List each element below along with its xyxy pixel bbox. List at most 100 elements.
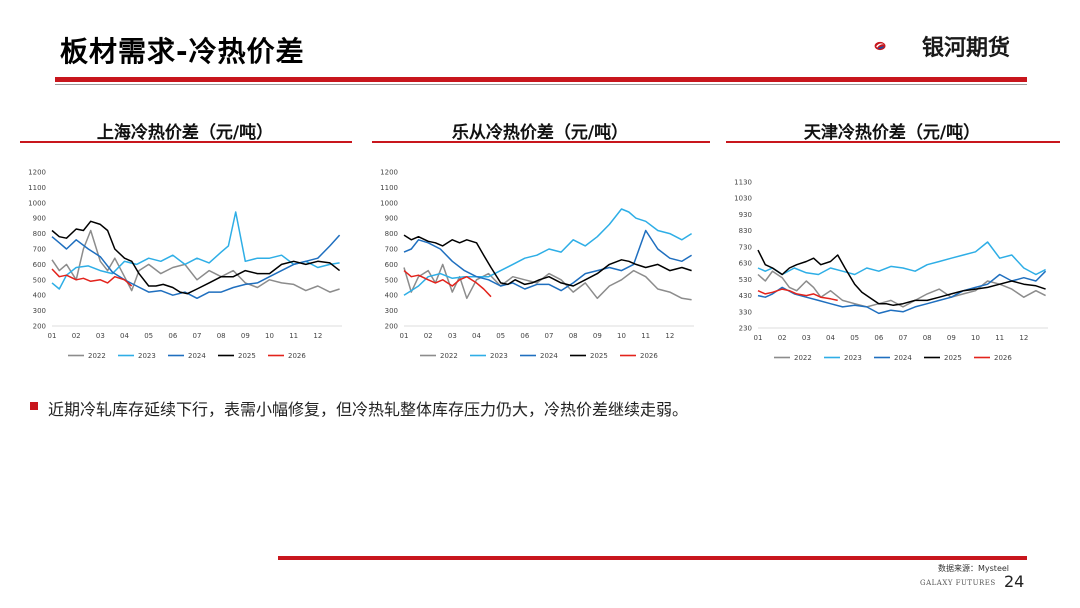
series-line-2023	[403, 208, 693, 296]
legend-label-2022: 2022	[88, 352, 106, 360]
chart-title-shanghai: 上海冷热价差（元/吨）	[96, 123, 274, 143]
legend-label-2023: 2023	[490, 352, 508, 360]
legend-label-2023: 2023	[844, 354, 862, 362]
x-tick-label: 05	[144, 332, 153, 340]
bottom-divider	[278, 556, 1027, 560]
y-tick-label: 800	[385, 230, 398, 238]
series-line-2024	[51, 234, 341, 300]
x-tick-label: 04	[120, 332, 129, 340]
x-tick-label: 08	[569, 332, 578, 340]
y-tick-label: 930	[739, 211, 752, 219]
series-line-2022	[757, 270, 1046, 308]
x-tick-label: 07	[193, 332, 202, 340]
y-tick-label: 500	[33, 276, 46, 284]
y-tick-label: 1000	[380, 199, 398, 207]
x-tick-label: 03	[802, 334, 811, 342]
top-divider-thin	[55, 84, 1027, 85]
x-tick-label: 03	[448, 332, 457, 340]
galaxy-logo-icon	[874, 41, 886, 51]
y-tick-label: 1100	[380, 184, 398, 192]
x-tick-label: 05	[496, 332, 505, 340]
summary-note: 近期冷轧库存延续下行，表需小幅修复，但冷热轧整体库存压力仍大，冷热价差继续走弱。	[48, 400, 689, 419]
y-tick-label: 400	[33, 292, 46, 300]
chart-underline-tianjin	[726, 141, 1060, 143]
x-tick-label: 02	[778, 334, 787, 342]
y-tick-label: 600	[33, 261, 46, 269]
legend-label-2025: 2025	[944, 354, 962, 362]
y-tick-label: 200	[385, 323, 398, 331]
chart-title-lecong: 乐从冷热价差（元/吨）	[451, 123, 629, 143]
x-tick-label: 09	[593, 332, 602, 340]
series-line-2023	[51, 211, 340, 290]
y-tick-label: 600	[385, 261, 398, 269]
x-tick-label: 02	[424, 332, 433, 340]
page-title: 板材需求-冷热价差	[60, 35, 305, 68]
x-tick-label: 09	[947, 334, 956, 342]
galaxy-futures-wordmark: GALAXY FUTURES	[920, 579, 996, 587]
y-tick-label: 300	[385, 307, 398, 315]
brand-name: 银河期货	[922, 36, 1011, 61]
series-line-2023	[757, 241, 1046, 276]
x-tick-label: 05	[850, 334, 859, 342]
legend-label-2025: 2025	[590, 352, 608, 360]
y-tick-label: 200	[33, 323, 46, 331]
y-tick-label: 1200	[380, 169, 398, 177]
x-tick-label: 06	[874, 334, 883, 342]
y-tick-label: 430	[739, 292, 752, 300]
y-tick-label: 500	[385, 276, 398, 284]
y-tick-label: 900	[385, 215, 398, 223]
y-tick-label: 830	[739, 227, 752, 235]
x-tick-label: 09	[241, 332, 250, 340]
x-tick-label: 12	[313, 332, 322, 340]
data-source: 数据来源：Mysteel	[938, 564, 1010, 573]
series-line-2026	[51, 268, 133, 287]
chart-shanghai: 200 300 400 500 600 700 800 900 1000 1100 1200 01 02…	[28, 169, 342, 360]
series-line-2025	[757, 249, 1046, 307]
chart-lecong: 200 300 400 500 600 700 800 900 1000 1100 1200 01 02…	[380, 169, 694, 360]
legend-label-2022: 2022	[794, 354, 812, 362]
series-line-2024	[403, 229, 692, 292]
x-tick-label: 04	[472, 332, 481, 340]
y-tick-label: 800	[33, 230, 46, 238]
x-tick-label: 12	[1019, 334, 1028, 342]
x-tick-label: 07	[899, 334, 908, 342]
y-tick-label: 330	[739, 308, 752, 316]
y-tick-label: 1100	[28, 184, 46, 192]
y-tick-label: 700	[33, 246, 46, 254]
legend-label-2023: 2023	[138, 352, 156, 360]
x-tick-label: 08	[217, 332, 226, 340]
legend-label-2026: 2026	[288, 352, 306, 360]
x-tick-label: 02	[72, 332, 81, 340]
chart-title-tianjin: 天津冷热价差（元/吨）	[803, 123, 981, 143]
x-tick-label: 06	[168, 332, 177, 340]
x-tick-label: 06	[520, 332, 529, 340]
y-tick-label: 230	[739, 325, 752, 333]
y-tick-label: 1000	[28, 199, 46, 207]
x-tick-label: 11	[641, 332, 650, 340]
chart-underline-lecong	[372, 141, 710, 143]
y-tick-label: 300	[33, 307, 46, 315]
x-tick-label: 07	[545, 332, 554, 340]
series-line-2026	[757, 288, 838, 302]
note-bullet-icon	[30, 402, 38, 410]
x-tick-label: 10	[617, 332, 626, 340]
series-line-2026	[403, 270, 492, 298]
legend-label-2026: 2026	[994, 354, 1012, 362]
y-tick-label: 630	[739, 260, 752, 268]
chart-tianjin: 230 330 430 530 630 730 830 930 1030 1130 01 02 03 04…	[734, 179, 1048, 362]
legend-label-2024: 2024	[540, 352, 558, 360]
y-tick-label: 1030	[734, 195, 752, 203]
legend-label-2024: 2024	[894, 354, 912, 362]
legend-label-2024: 2024	[188, 352, 206, 360]
x-tick-label: 10	[265, 332, 274, 340]
legend-label-2026: 2026	[640, 352, 658, 360]
legend-label-2025: 2025	[238, 352, 256, 360]
y-tick-label: 700	[385, 246, 398, 254]
y-tick-label: 1200	[28, 169, 46, 177]
y-tick-label: 730	[739, 243, 752, 251]
x-tick-label: 12	[665, 332, 674, 340]
chart-underline-shanghai	[20, 141, 352, 143]
x-tick-label: 01	[48, 332, 57, 340]
y-tick-label: 900	[33, 215, 46, 223]
y-tick-label: 1130	[734, 179, 752, 187]
